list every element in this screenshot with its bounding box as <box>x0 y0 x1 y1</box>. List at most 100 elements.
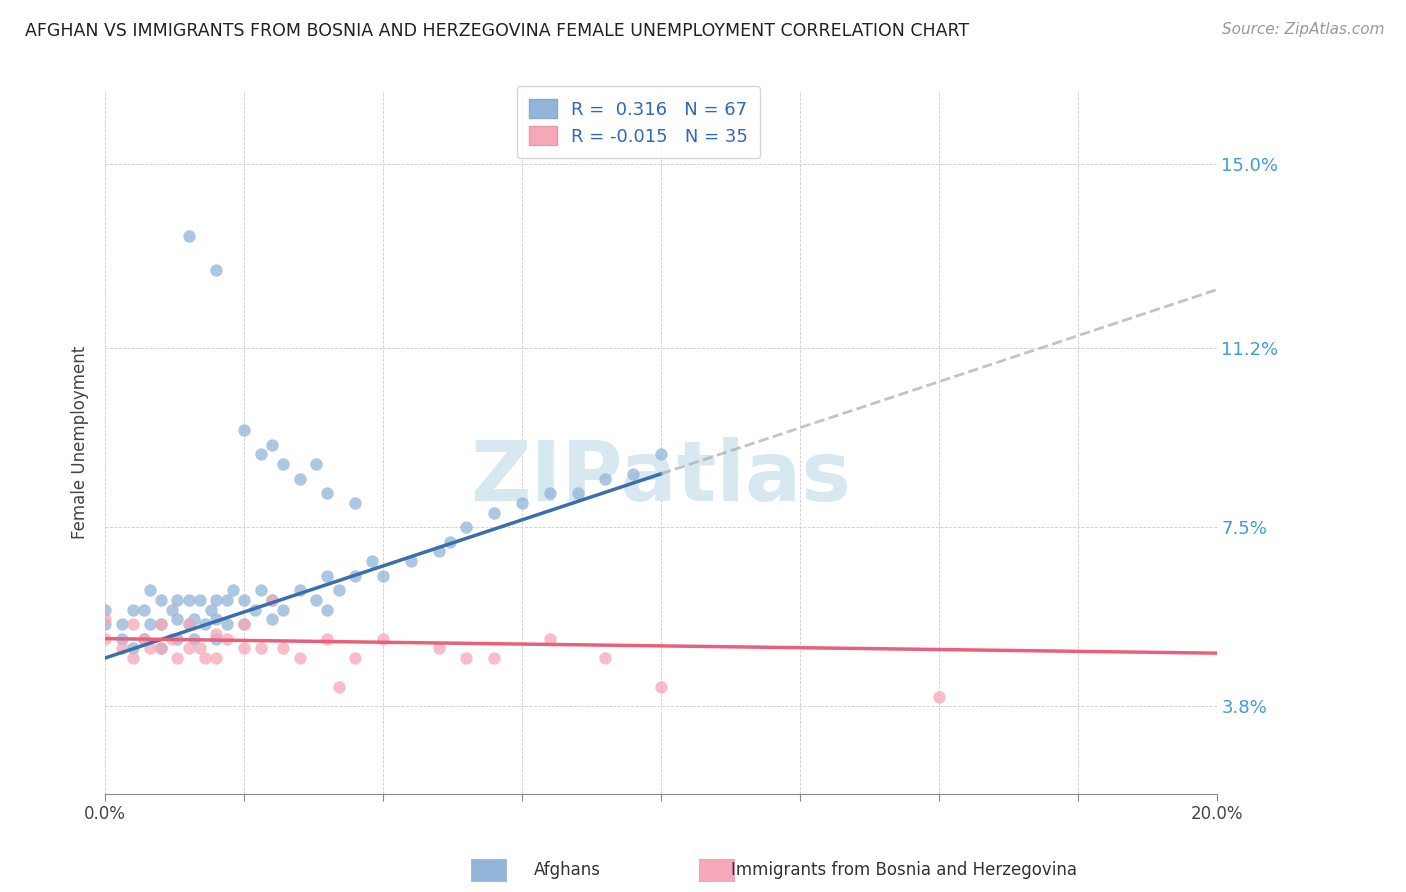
Point <box>233 617 256 632</box>
Point <box>288 583 311 598</box>
Point <box>205 632 228 646</box>
Point <box>183 632 205 646</box>
Point <box>650 448 672 462</box>
Point <box>371 568 394 582</box>
Point <box>538 632 561 646</box>
Point <box>177 592 200 607</box>
Point <box>200 602 222 616</box>
Point <box>260 438 283 452</box>
Point <box>288 651 311 665</box>
Point <box>260 592 283 607</box>
Point <box>111 632 134 646</box>
Point <box>94 602 117 616</box>
Point <box>94 617 117 632</box>
Point <box>138 583 160 598</box>
Point <box>288 472 311 486</box>
Point <box>328 680 350 694</box>
Point <box>188 592 211 607</box>
Point <box>149 617 172 632</box>
Point <box>111 617 134 632</box>
Point <box>595 651 617 665</box>
Point <box>166 592 188 607</box>
Point <box>399 554 422 568</box>
Point <box>188 641 211 656</box>
Point <box>122 641 145 656</box>
Point <box>650 680 672 694</box>
Point <box>482 506 505 520</box>
Text: AFGHAN VS IMMIGRANTS FROM BOSNIA AND HERZEGOVINA FEMALE UNEMPLOYMENT CORRELATION: AFGHAN VS IMMIGRANTS FROM BOSNIA AND HER… <box>25 22 969 40</box>
Point <box>249 641 271 656</box>
Point <box>177 229 200 244</box>
Point <box>928 690 950 704</box>
Point <box>260 612 283 626</box>
Point <box>316 486 339 500</box>
Point <box>122 651 145 665</box>
Point <box>132 632 155 646</box>
Point <box>245 602 267 616</box>
Point <box>305 457 328 471</box>
Point <box>149 641 172 656</box>
Point <box>194 617 217 632</box>
Point <box>122 617 145 632</box>
Point <box>482 651 505 665</box>
Point <box>595 472 617 486</box>
Point <box>205 651 228 665</box>
Point <box>149 641 172 656</box>
Point <box>621 467 644 481</box>
Point <box>149 592 172 607</box>
Point <box>177 617 200 632</box>
Point <box>271 602 294 616</box>
Point <box>510 496 533 510</box>
Text: Source: ZipAtlas.com: Source: ZipAtlas.com <box>1222 22 1385 37</box>
Point <box>456 651 478 665</box>
Legend: R =  0.316   N = 67, R = -0.015   N = 35: R = 0.316 N = 67, R = -0.015 N = 35 <box>517 86 761 158</box>
Point <box>344 651 367 665</box>
Point <box>160 602 183 616</box>
Point <box>122 602 145 616</box>
Point <box>328 583 350 598</box>
Point <box>222 583 245 598</box>
Point <box>538 486 561 500</box>
Text: ZIPatlas: ZIPatlas <box>471 437 852 518</box>
Point <box>160 632 183 646</box>
Point <box>427 641 450 656</box>
Point <box>205 627 228 641</box>
Point <box>316 568 339 582</box>
Point <box>166 651 188 665</box>
Point <box>177 617 200 632</box>
Point <box>217 592 239 607</box>
Point <box>94 612 117 626</box>
Point <box>233 835 256 849</box>
Point <box>205 592 228 607</box>
Point <box>166 612 188 626</box>
Point <box>427 544 450 558</box>
Point <box>205 612 228 626</box>
Point <box>177 641 200 656</box>
Point <box>271 641 294 656</box>
Point <box>166 632 188 646</box>
Point <box>132 602 155 616</box>
Point <box>316 632 339 646</box>
Point <box>371 632 394 646</box>
Point <box>205 263 228 277</box>
Point <box>132 632 155 646</box>
Point <box>138 641 160 656</box>
Point <box>260 592 283 607</box>
Point <box>217 632 239 646</box>
Point <box>149 617 172 632</box>
Text: Afghans: Afghans <box>534 861 602 879</box>
Point <box>233 617 256 632</box>
Point <box>249 448 271 462</box>
Point <box>183 612 205 626</box>
Point <box>138 617 160 632</box>
Point <box>217 617 239 632</box>
Point <box>439 534 461 549</box>
Point <box>305 592 328 607</box>
Point <box>456 520 478 534</box>
Y-axis label: Female Unemployment: Female Unemployment <box>72 346 89 539</box>
Point <box>233 423 256 437</box>
Point <box>94 632 117 646</box>
Point <box>567 486 589 500</box>
Point <box>249 583 271 598</box>
Point <box>271 457 294 471</box>
